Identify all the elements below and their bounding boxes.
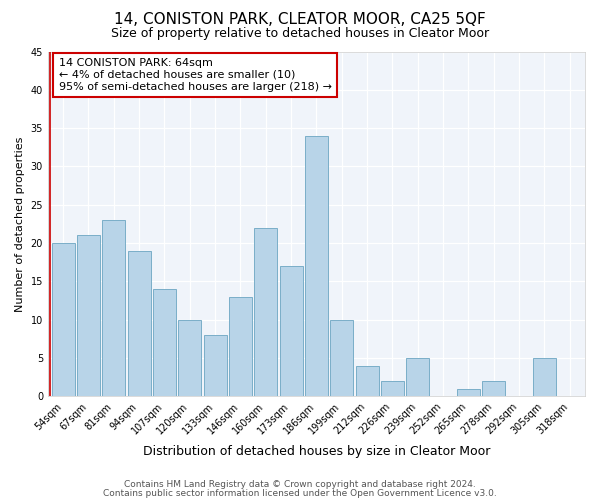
Bar xyxy=(52,243,74,396)
Bar xyxy=(482,381,505,396)
Bar xyxy=(457,388,480,396)
Bar xyxy=(204,335,227,396)
Bar xyxy=(280,266,302,396)
Text: 14 CONISTON PARK: 64sqm
← 4% of detached houses are smaller (10)
95% of semi-det: 14 CONISTON PARK: 64sqm ← 4% of detached… xyxy=(59,58,332,92)
Bar xyxy=(229,296,252,396)
Bar xyxy=(406,358,429,397)
X-axis label: Distribution of detached houses by size in Cleator Moor: Distribution of detached houses by size … xyxy=(143,444,490,458)
Bar xyxy=(331,320,353,396)
Text: Contains HM Land Registry data © Crown copyright and database right 2024.: Contains HM Land Registry data © Crown c… xyxy=(124,480,476,489)
Bar xyxy=(178,320,201,396)
Bar xyxy=(254,228,277,396)
Bar xyxy=(533,358,556,397)
Bar xyxy=(77,236,100,396)
Bar xyxy=(128,250,151,396)
Bar xyxy=(305,136,328,396)
Bar xyxy=(381,381,404,396)
Bar xyxy=(103,220,125,396)
Text: Contains public sector information licensed under the Open Government Licence v3: Contains public sector information licen… xyxy=(103,488,497,498)
Bar xyxy=(356,366,379,396)
Y-axis label: Number of detached properties: Number of detached properties xyxy=(15,136,25,312)
Text: Size of property relative to detached houses in Cleator Moor: Size of property relative to detached ho… xyxy=(111,28,489,40)
Bar xyxy=(153,289,176,397)
Text: 14, CONISTON PARK, CLEATOR MOOR, CA25 5QF: 14, CONISTON PARK, CLEATOR MOOR, CA25 5Q… xyxy=(114,12,486,28)
